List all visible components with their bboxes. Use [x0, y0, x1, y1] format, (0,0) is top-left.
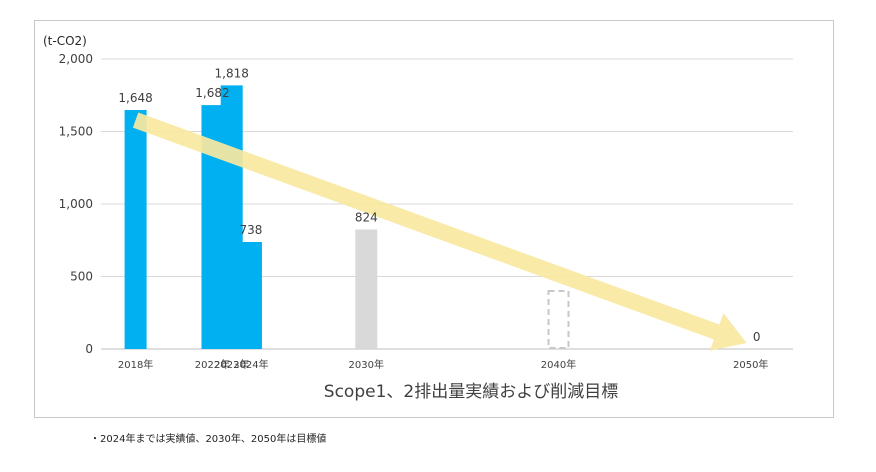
bar-2024年 — [239, 241, 262, 349]
trend-arrow — [132, 112, 747, 351]
bar-2023年 — [220, 85, 243, 349]
bar-2022年 — [201, 105, 224, 349]
y-tick-label: 500 — [70, 270, 93, 284]
x-tick-label: 2023年 — [214, 358, 249, 371]
x-tick-label: 2018年 — [118, 358, 153, 371]
value-label: 824 — [355, 211, 378, 225]
value-label: 0 — [753, 330, 761, 344]
value-label: 1,682 — [195, 86, 229, 100]
footnote: ・2024年までは実績値、2030年、2050年は目標値 — [90, 434, 327, 445]
x-tick-label: 2024年 — [233, 358, 268, 371]
value-label: 1,648 — [118, 91, 152, 105]
x-tick-label: 2050年 — [733, 358, 768, 371]
bar-2018年 — [124, 110, 147, 349]
x-tick-label: 2030年 — [349, 358, 384, 371]
y-tick-label: 1,000 — [59, 197, 93, 211]
x-tick-label: 2022年 — [195, 358, 230, 371]
y-tick-label: 1,500 — [59, 125, 93, 139]
y-tick-label: 0 — [85, 342, 93, 356]
chart-frame: 0 500 1,000 1,500 2,000 (t-CO2) 1,648 1,682 1,81… — [34, 20, 834, 418]
value-label: 1,818 — [215, 66, 249, 80]
bar-outline-2040年 — [547, 290, 570, 349]
value-label: 738 — [239, 223, 262, 237]
y-axis-unit: (t-CO2) — [43, 34, 87, 48]
x-tick-label: 2040年 — [541, 358, 576, 371]
scope-emissions-chart: 0 500 1,000 1,500 2,000 (t-CO2) 1,648 1,682 1,81… — [43, 34, 793, 402]
chart-title: Scope1、2排出量実績および削減目標 — [324, 382, 618, 402]
y-tick-label: 2,000 — [59, 52, 93, 66]
bar-2030年 — [355, 229, 378, 349]
